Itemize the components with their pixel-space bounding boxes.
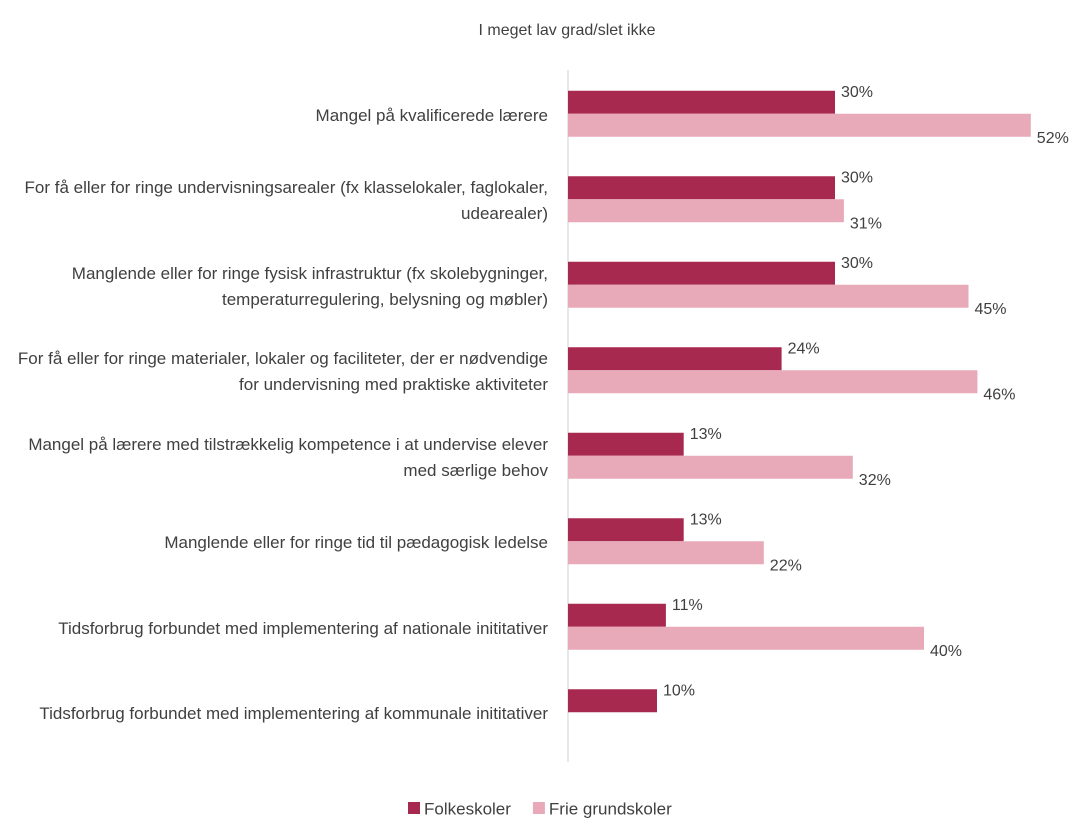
value-label: 32% (859, 472, 891, 489)
category-label: Manglende eller for ringe fysisk infrast… (71, 263, 548, 309)
chart-title: I meget lav grad/slet ikke (479, 22, 656, 39)
value-label: 30% (841, 169, 873, 186)
value-label: 13% (690, 426, 722, 443)
bar (568, 199, 844, 223)
bar (568, 90, 835, 114)
category-label: Tidsforbrug forbundet med implementering… (58, 618, 548, 638)
value-label: 46% (983, 386, 1015, 403)
category-label: Tidsforbrug forbundet med implementering… (39, 704, 548, 724)
value-label: 22% (770, 557, 802, 574)
bar (568, 603, 666, 627)
category-label: For få eller for ringe undervisningsarea… (24, 178, 548, 224)
value-label: 11% (672, 597, 703, 614)
value-label: 13% (690, 511, 722, 528)
bar (568, 370, 978, 394)
value-label: 40% (930, 643, 962, 660)
value-label: 30% (841, 255, 873, 272)
value-label: 31% (850, 215, 882, 232)
bar (568, 284, 969, 308)
category-label: For få eller for ringe materialer, lokal… (17, 349, 548, 395)
legend-label: Folkeskoler (424, 799, 511, 818)
legend-label: Frie grundskoler (549, 799, 672, 818)
bar (568, 626, 924, 650)
bar (568, 347, 782, 371)
bar (568, 455, 853, 479)
category-label: Manglende eller for ringe tid til pædago… (164, 533, 548, 553)
bar (568, 518, 684, 542)
value-label: 24% (788, 340, 820, 357)
value-label: 10% (663, 682, 695, 699)
bar (568, 432, 684, 456)
bar (568, 689, 657, 713)
legend-swatch (532, 802, 545, 814)
category-label: Mangel på kvalificerede lærere (315, 105, 548, 125)
value-label: 52% (1037, 130, 1069, 147)
bar (568, 261, 835, 285)
value-label: 45% (975, 301, 1007, 318)
bar (568, 541, 764, 565)
bar (568, 113, 1031, 137)
legend-swatch (408, 802, 420, 814)
bar (568, 176, 835, 200)
category-label: Mangel på lærere med tilstrækkelig kompe… (28, 434, 548, 480)
value-label: 30% (841, 84, 873, 101)
